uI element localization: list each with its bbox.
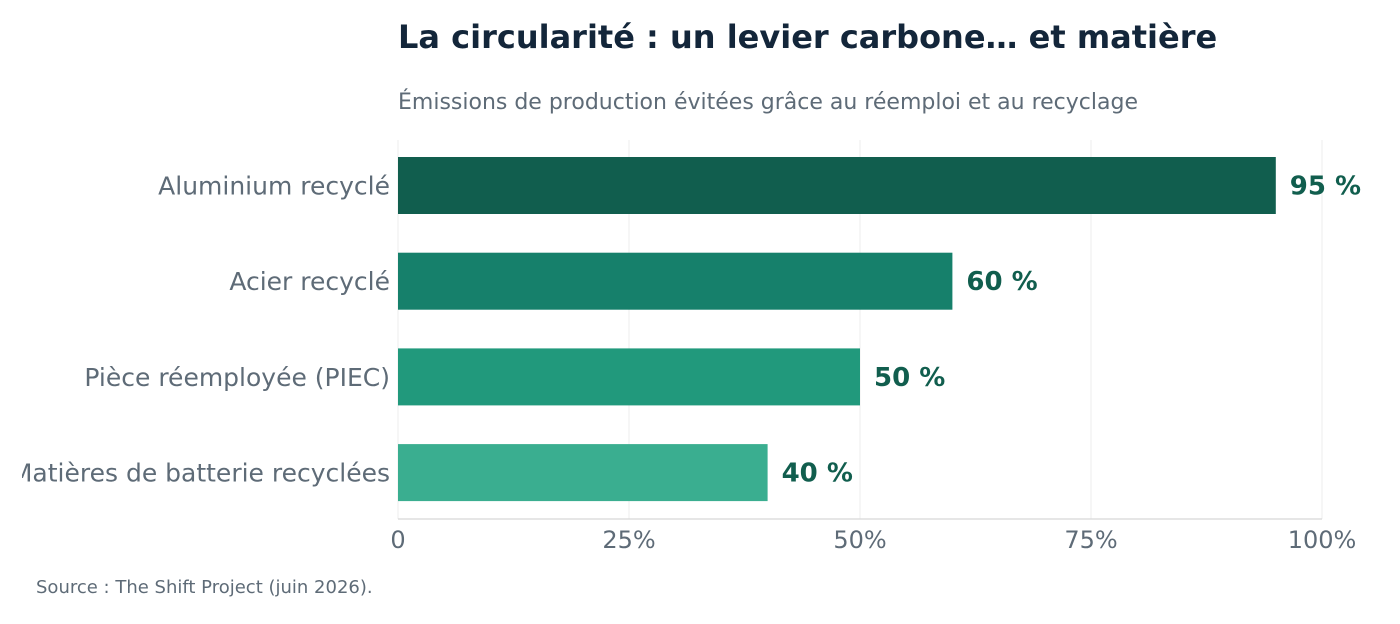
category-label-3: Matières de batterie recyclées (11, 459, 390, 488)
x-tick-label-4: 100% (1288, 526, 1357, 554)
category-label-2: Pièce réemployée (PIEC) (84, 363, 390, 392)
source-note: Source : The Shift Project (juin 2026). (36, 577, 373, 598)
category-labels: Aluminium recyclé Acier recyclé Pièce réem… (11, 172, 390, 488)
category-label-1: Acier recyclé (229, 267, 390, 296)
chart-subtitle: Émissions de production évitées grâce au… (398, 90, 1138, 115)
x-tick-labels: 0 25% 50% 75% 100% (390, 526, 1356, 554)
x-tick-label-1: 25% (602, 526, 655, 554)
value-label-2: 50 % (874, 363, 945, 393)
bar-1 (398, 252, 953, 310)
value-label-1: 60 % (966, 267, 1037, 297)
bar-3 (398, 444, 768, 502)
value-label-0: 95 % (1290, 172, 1361, 202)
value-label-3: 40 % (782, 459, 853, 489)
x-tick-label-3: 75% (1064, 526, 1117, 554)
x-tick-label-0: 0 (390, 526, 405, 554)
value-labels: 95 % 60 % 50 % 40 % (782, 172, 1361, 489)
chart-title: La circularité : un levier carbone… et m… (398, 18, 1218, 56)
bars (398, 157, 1276, 502)
bar-0 (398, 157, 1276, 214)
bar-2 (398, 348, 860, 406)
category-label-0: Aluminium recyclé (158, 172, 390, 201)
x-tick-label-2: 50% (833, 526, 886, 554)
